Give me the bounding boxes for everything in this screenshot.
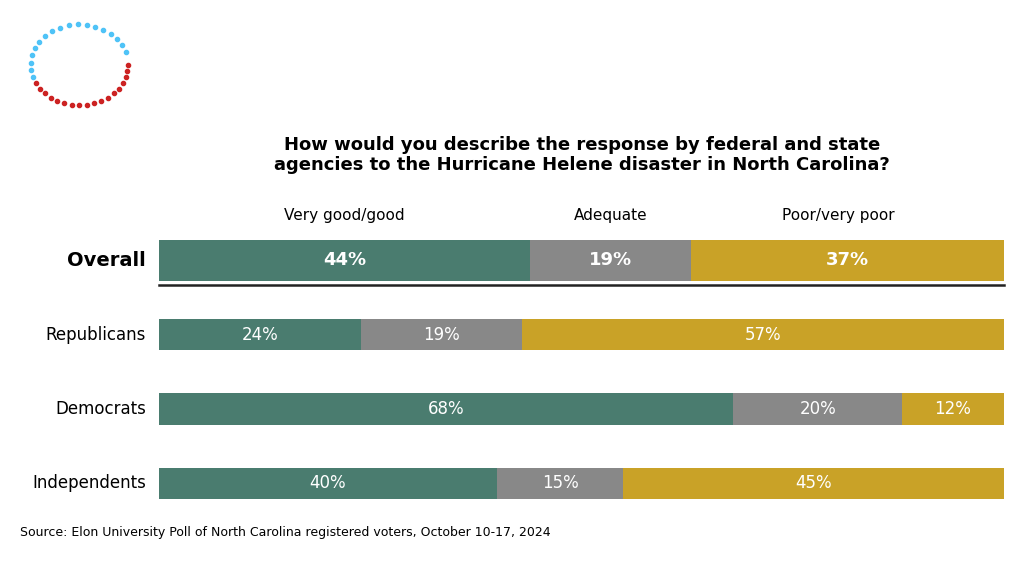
Text: 57%: 57% [744, 325, 781, 343]
Text: Democrats: Democrats [55, 400, 146, 418]
Text: Adequate: Adequate [573, 208, 647, 223]
Text: 40%: 40% [309, 474, 346, 492]
Bar [902, 393, 1004, 425]
Bar [691, 240, 1004, 281]
Bar [624, 468, 1004, 499]
Text: ELON
POLL: ELON POLL [60, 59, 98, 88]
Text: 19%: 19% [423, 325, 460, 343]
Bar [361, 319, 522, 350]
Text: 37%: 37% [825, 251, 868, 269]
Text: 68%: 68% [428, 400, 464, 418]
Text: Very good/good: Very good/good [285, 208, 404, 223]
Text: How would you describe the response by federal and state
agencies to the Hurrica: How would you describe the response by f… [273, 136, 890, 175]
Bar [733, 393, 902, 425]
Text: 19%: 19% [589, 251, 632, 269]
Text: 45%: 45% [795, 474, 831, 492]
Text: North Carolina poll: October 2024: North Carolina poll: October 2024 [345, 23, 925, 52]
Bar [159, 393, 733, 425]
Text: Poor/very poor: Poor/very poor [782, 208, 895, 223]
Text: Overall: Overall [68, 251, 146, 270]
Text: Independents: Independents [32, 474, 146, 492]
Text: Source: Elon University Poll of North Carolina registered voters, October 10-17,: Source: Elon University Poll of North Ca… [20, 526, 551, 539]
Text: 12%: 12% [934, 400, 972, 418]
Text: Republicans: Republicans [46, 325, 146, 343]
Text: 24%: 24% [242, 325, 279, 343]
Bar [530, 240, 691, 281]
Text: 15%: 15% [542, 474, 579, 492]
Text: 44%: 44% [323, 251, 367, 269]
Bar [159, 468, 497, 499]
Bar [159, 319, 361, 350]
Bar [522, 319, 1004, 350]
Bar [497, 468, 624, 499]
Text: 20%: 20% [800, 400, 836, 418]
Text: TOPIC: Hurricane: TOPIC: Hurricane [167, 89, 302, 104]
Bar [159, 240, 530, 281]
